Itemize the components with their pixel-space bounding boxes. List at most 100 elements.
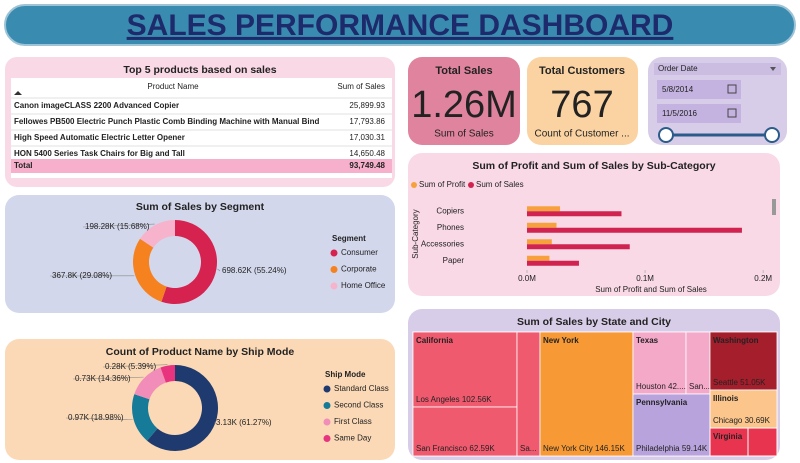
card-value: 767 (550, 84, 613, 126)
legend-label: Corporate (341, 265, 377, 274)
sales-value: 17,030.31 (349, 133, 385, 142)
city-tile (632, 331, 687, 395)
city-value: 51.05K (740, 378, 766, 387)
state-label: Texas (636, 336, 659, 345)
city-label: Sa... (520, 444, 536, 453)
city-name: San... (689, 382, 710, 391)
city-label: New York City 146.15K (543, 444, 626, 453)
slider-handle[interactable] (764, 127, 780, 143)
city-name: San Francisco (416, 444, 468, 453)
chart-title: Sum of Sales by State and City (517, 316, 671, 328)
y-axis-title: Sub-Category (411, 209, 420, 258)
column-header: Product Name (147, 82, 199, 91)
bar (527, 222, 557, 228)
legend-marker (330, 266, 338, 273)
legend-marker (330, 249, 338, 257)
sort-icon (14, 91, 22, 95)
legend-title: Segment (332, 234, 366, 243)
state-label: Washington (713, 336, 759, 345)
leader-line (82, 223, 155, 228)
data-label: 0.28K (5.39%) (105, 362, 156, 371)
slider-handle[interactable] (658, 127, 674, 143)
city-tile (516, 331, 541, 457)
state-tile (709, 427, 778, 457)
city-value: 62.59K (469, 444, 495, 453)
product-name: Fellowes PB500 Electric Punch Plastic Co… (14, 117, 320, 126)
city-value: 30.69K (745, 416, 771, 425)
card (408, 57, 520, 145)
legend-label: Second Class (334, 401, 383, 410)
city-tile (412, 406, 518, 457)
city-name: Sa... (520, 444, 536, 453)
bar (527, 255, 550, 261)
legend-label: Consumer (341, 248, 378, 257)
calendar-icon[interactable] (727, 84, 737, 94)
donut-slice (160, 365, 175, 383)
product-name: HON 5400 Series Task Chairs for Big and … (14, 149, 185, 158)
city-tile (709, 389, 778, 429)
city-tile (632, 393, 711, 457)
data-label: 367.8K (29.08%) (52, 271, 112, 280)
city-name: New York City (543, 444, 593, 453)
category-label: Phones (437, 223, 464, 232)
legend-label: Same Day (334, 434, 371, 443)
x-axis-title: Sum of Profit and Sum of Sales (595, 285, 707, 294)
data-label: 0.97K (18.98%) (68, 413, 124, 422)
bar (527, 244, 630, 250)
city-name: Philadelphia (636, 444, 680, 453)
legend-label: First Class (334, 417, 372, 426)
slicer-title: Order Date (658, 64, 698, 73)
legend-label: Home Office (341, 281, 386, 290)
date-input[interactable] (657, 104, 741, 123)
city-label: Philadelphia 59.14K (636, 444, 708, 453)
card-value: 1.26M (411, 84, 517, 126)
legend-marker (411, 182, 417, 188)
city-name: Houston 42.... (636, 382, 686, 391)
city-label: San Francisco 62.59K (416, 444, 495, 453)
legend-label: Sum of Profit (419, 180, 466, 189)
state-label: Pennsylvania (636, 398, 688, 407)
leader-line (65, 417, 133, 420)
bar (527, 211, 622, 217)
dropdown-icon (770, 67, 776, 71)
state-label: California (416, 336, 453, 345)
scrollbar[interactable] (772, 199, 776, 215)
total-row (11, 159, 392, 173)
legend-marker (323, 385, 331, 393)
leader-line (102, 364, 168, 368)
x-tick-label: 0.0M (518, 274, 536, 283)
donut-slice (147, 365, 219, 451)
calendar-icon[interactable] (727, 108, 737, 118)
total-value: 93,749.48 (349, 161, 385, 170)
city-value: 59.14K (682, 444, 708, 453)
city-label: Houston 42.... (636, 382, 686, 391)
donut-slice (161, 220, 218, 304)
bar (527, 206, 561, 212)
legend-marker (468, 182, 474, 188)
bar (527, 227, 742, 233)
city-name: Seattle (713, 378, 738, 387)
legend-marker (330, 282, 338, 290)
card-caption: Count of Customer ... (534, 129, 629, 140)
city-value: 146.15K (595, 444, 625, 453)
x-tick-label: 0.1M (636, 274, 654, 283)
city-tile (685, 331, 711, 395)
date-input[interactable] (657, 80, 741, 99)
card-title: Total Sales (435, 65, 492, 77)
state-label: Virginia (713, 432, 743, 441)
data-label: 698.62K (55.24%) (222, 266, 287, 275)
table-title: Top 5 products based on sales (123, 64, 276, 76)
donut-slice (134, 367, 166, 400)
leader-line (217, 268, 221, 272)
legend-marker (323, 435, 331, 442)
legend-label: Sum of Sales (476, 180, 524, 189)
data-label: 198.28K (15.68%) (85, 222, 150, 231)
legend-label: Standard Class (334, 384, 389, 393)
bar (527, 260, 579, 266)
data-label: 3.13K (61.27%) (216, 418, 272, 427)
product-name: Canon imageCLASS 2200 Advanced Copier (14, 101, 179, 110)
category-label: Accessories (421, 239, 464, 248)
city-label: Chicago 30.69K (713, 416, 771, 425)
city-tile (412, 331, 518, 408)
start-date: 5/8/2014 (662, 85, 694, 94)
